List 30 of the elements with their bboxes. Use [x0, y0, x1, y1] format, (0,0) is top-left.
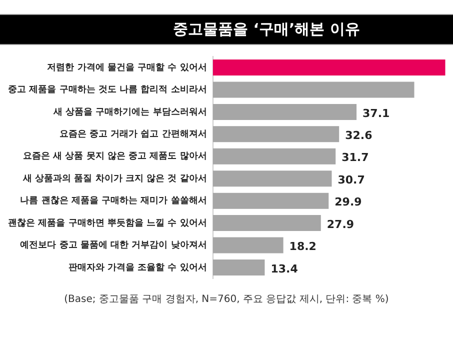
y-tick-label: 새 상품을 구매하기에는 부담스러워서	[52, 107, 207, 118]
data-label: 18.2	[289, 240, 316, 254]
bar	[212, 104, 357, 120]
bar	[212, 215, 321, 232]
y-tick-label: 새 상품과의 품질 차이가 크지 않은 것 같아서	[22, 174, 207, 184]
bar	[212, 126, 340, 142]
data-label: 29.9	[334, 196, 362, 209]
y-tick-label: 판매자와 가격을 조율할 수 있어서	[68, 262, 207, 273]
bar	[212, 170, 332, 187]
y-tick-label: 예전보다 중고 물품에 대한 거부감이 낮아져서	[20, 240, 207, 251]
data-label: 27.9	[326, 218, 354, 231]
chart-title: 중고물품을 ‘구매’해본 이유	[0, 14, 453, 45]
y-tick-label: 괜찮은 제품을 구매하면 뿌듯함을 느낄 수 있어서	[8, 218, 207, 228]
data-label: 31.7	[342, 151, 369, 164]
y-tick-label: 중고 제품을 구매하는 것도 나름 합리적 소비라서	[8, 85, 207, 96]
bar	[212, 60, 446, 76]
bar	[212, 192, 329, 209]
y-tick-label: 요즘은 중고 거래가 쉽고 간편해져서	[59, 130, 207, 140]
data-label: 32.6	[345, 129, 373, 142]
y-tick-label: 저렴한 가격에 물건을 구매할 수 있어서	[47, 62, 207, 73]
data-label: 13.4	[270, 262, 298, 276]
bar	[212, 259, 265, 276]
bar	[212, 82, 414, 98]
bar	[212, 148, 336, 164]
text: (Base; 중고물품 구매 경험자, N=760, 주요 응답값 제시, 단위: 중복 %)	[63, 293, 390, 306]
data-label: 30.7	[338, 173, 365, 186]
bar	[212, 237, 284, 254]
data-label: 37.1	[362, 106, 390, 120]
y-tick-label: 나름 괜찮은 제품을 구매하는 재미가 쏠쏠해서	[20, 196, 207, 206]
y-tick-label: 요즘은 새 상품 못지 않은 중고 제품도 많아서	[22, 152, 207, 162]
